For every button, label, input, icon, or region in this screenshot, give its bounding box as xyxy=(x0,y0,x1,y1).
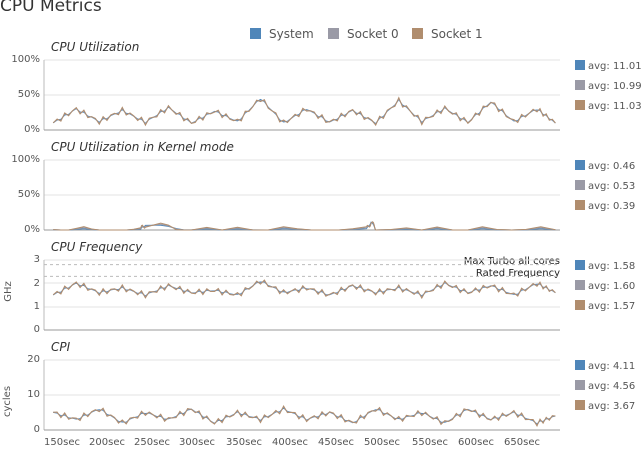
y-tick: 100% xyxy=(11,54,40,65)
x-tick: 550sec xyxy=(412,437,448,448)
page-title: CPU Metrics xyxy=(0,0,102,16)
avg-system: avg: 1.58 xyxy=(575,260,635,272)
avg-value: avg: 11.01 xyxy=(588,61,642,72)
series-line-socket-1 xyxy=(52,96,556,127)
series-line-system xyxy=(53,221,556,231)
legend-label: System xyxy=(269,27,314,41)
x-tick: 350sec xyxy=(226,437,262,448)
avg-swatch xyxy=(575,160,585,170)
avg-value: avg: 4.11 xyxy=(588,361,636,372)
avg-swatch xyxy=(575,260,585,270)
legend-label: Socket 0 xyxy=(347,27,399,41)
y-tick: 3 xyxy=(33,254,40,265)
series-line-system xyxy=(52,281,556,297)
avg-value: avg: 11.03 xyxy=(588,101,642,112)
avg-swatch xyxy=(575,280,585,290)
avg-value: avg: 0.46 xyxy=(588,161,636,172)
x-tick: 250sec xyxy=(134,437,170,448)
y-tick: 0% xyxy=(24,124,40,135)
avg-socket-0: avg: 1.60 xyxy=(575,280,635,292)
avg-value: avg: 1.58 xyxy=(588,261,636,272)
panel-title-cpu-frequency: CPU Frequency xyxy=(51,240,143,254)
avg-socket-1: avg: 0.39 xyxy=(575,200,635,212)
series-line-system xyxy=(52,98,556,125)
avg-value: avg: 4.56 xyxy=(588,381,636,392)
series-line-socket-1 xyxy=(53,221,556,231)
avg-swatch xyxy=(575,180,585,190)
x-tick: 500sec xyxy=(364,437,400,448)
legend-swatch-socket-1 xyxy=(412,28,423,39)
y-tick: 0 xyxy=(33,424,40,435)
legend-item-system[interactable]: System xyxy=(250,27,314,41)
avg-swatch xyxy=(575,80,585,90)
avg-value: avg: 3.67 xyxy=(588,401,636,412)
legend-label: Socket 1 xyxy=(431,27,483,41)
y-tick: 0% xyxy=(24,224,40,235)
avg-socket-1: avg: 3.67 xyxy=(575,400,635,412)
avg-value: avg: 1.57 xyxy=(588,301,636,312)
x-tick: 200sec xyxy=(89,437,125,448)
avg-value: avg: 0.53 xyxy=(588,181,636,192)
x-tick: 150sec xyxy=(44,437,80,448)
legend-swatch-system xyxy=(250,28,261,39)
legend-swatch-socket-0 xyxy=(328,28,339,39)
avg-value: avg: 10.99 xyxy=(588,81,642,92)
avg-swatch xyxy=(575,100,585,110)
avg-system: avg: 11.01 xyxy=(575,60,642,72)
ref-line-label-rated-frequency: Rated Frequency xyxy=(475,268,560,279)
x-tick: 400sec xyxy=(272,437,308,448)
avg-socket-0: avg: 4.56 xyxy=(575,380,635,392)
y-tick: 1 xyxy=(33,301,40,312)
series-line-socket-1 xyxy=(52,279,556,300)
y-tick: 0 xyxy=(33,324,40,335)
avg-swatch xyxy=(575,200,585,210)
x-tick: 600sec xyxy=(458,437,494,448)
avg-socket-1: avg: 11.03 xyxy=(575,100,642,112)
y-tick: 2 xyxy=(33,278,40,289)
avg-system: avg: 4.11 xyxy=(575,360,635,372)
avg-swatch xyxy=(575,300,585,310)
series-line-socket-1 xyxy=(53,404,556,427)
avg-swatch xyxy=(575,400,585,410)
legend-item-socket-1[interactable]: Socket 1 xyxy=(412,27,483,41)
y-tick: 50% xyxy=(17,89,40,100)
avg-socket-0: avg: 10.99 xyxy=(575,80,642,92)
x-tick: 450sec xyxy=(318,437,354,448)
panel-title-cpi: CPI xyxy=(51,340,71,354)
ref-line-label-max-turbo: Max Turbo all cores xyxy=(463,256,560,267)
avg-value: avg: 0.39 xyxy=(588,201,636,212)
y-tick: 100% xyxy=(11,154,40,165)
x-tick: 300sec xyxy=(179,437,215,448)
avg-swatch xyxy=(575,380,585,390)
avg-value: avg: 1.60 xyxy=(588,281,636,292)
avg-swatch xyxy=(575,360,585,370)
legend-item-socket-0[interactable]: Socket 0 xyxy=(328,27,399,41)
y-tick: 50% xyxy=(17,189,40,200)
avg-socket-0: avg: 0.53 xyxy=(575,180,635,192)
avg-socket-1: avg: 1.57 xyxy=(575,300,635,312)
y-tick: 20 xyxy=(27,354,40,365)
chart-legend: System Socket 0 Socket 1 xyxy=(0,27,644,43)
avg-system: avg: 0.46 xyxy=(575,160,635,172)
panel-title-cpu-utilization: CPU Utilization xyxy=(51,40,140,54)
avg-swatch xyxy=(575,60,585,70)
x-tick: 650sec xyxy=(504,437,540,448)
y-tick: 10 xyxy=(27,389,40,400)
panel-title-kernel-utilization: CPU Utilization in Kernel mode xyxy=(51,140,234,154)
